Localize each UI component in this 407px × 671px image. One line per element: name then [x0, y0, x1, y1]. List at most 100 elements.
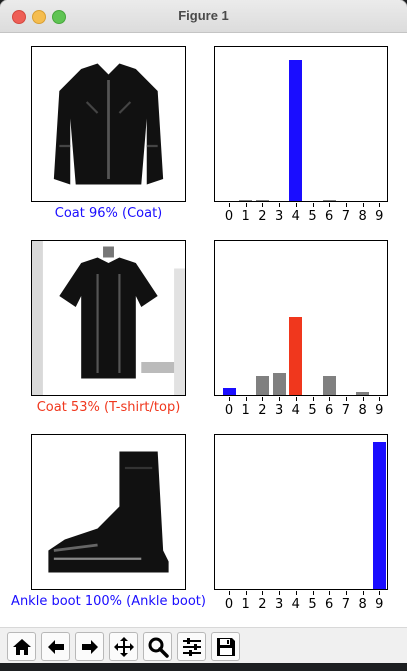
x-tick	[245, 203, 247, 207]
matplotlib-toolbar	[0, 627, 407, 663]
x-tick	[229, 397, 230, 401]
x-tick	[262, 203, 264, 207]
x-tick-label: 5	[308, 209, 317, 224]
x-tick-label: 1	[241, 209, 250, 224]
x-tick	[295, 203, 297, 207]
x-tick	[229, 203, 230, 207]
x-tick	[379, 591, 381, 595]
x-tick-label: 9	[375, 597, 384, 612]
x-tick	[245, 591, 247, 595]
x-tick-label: 4	[291, 209, 300, 224]
x-tick-label: 9	[375, 403, 384, 418]
x-tick	[345, 203, 347, 207]
x-tick-label: 7	[341, 597, 351, 612]
x-tick	[362, 397, 364, 401]
x-tick	[329, 203, 331, 207]
bar-1	[239, 199, 253, 201]
back-arrow-icon	[47, 639, 64, 654]
background-terminal-strip	[0, 663, 407, 671]
x-tick	[279, 591, 281, 595]
x-tick-label: 8	[358, 209, 367, 224]
x-tick-label: 5	[308, 597, 317, 612]
x-tick-label: 4	[291, 403, 300, 418]
configure-subplots-button[interactable]	[177, 632, 206, 661]
x-tick	[279, 397, 281, 401]
x-tick-label: 0	[224, 403, 234, 418]
zoom-button-toolbar[interactable]	[143, 632, 172, 661]
pan-move-icon	[113, 636, 134, 657]
save-button[interactable]	[211, 632, 240, 661]
title-bar[interactable]: Figure 1	[0, 0, 407, 33]
x-tick	[295, 591, 297, 595]
forward-arrow-icon	[81, 639, 98, 654]
x-tick	[229, 591, 230, 595]
x-tick	[362, 203, 364, 207]
pan-button[interactable]	[109, 632, 138, 661]
bar-0	[222, 387, 236, 395]
x-tick	[362, 591, 364, 595]
x-tick-label: 3	[274, 209, 284, 224]
home-button[interactable]	[7, 632, 36, 661]
x-tick-label: 0	[224, 209, 234, 224]
close-button[interactable]	[12, 10, 26, 24]
configure-subplots-icon	[182, 637, 201, 656]
bar-6	[322, 199, 336, 201]
x-tick	[345, 591, 347, 595]
x-tick-label: 3	[274, 597, 284, 612]
zoom-button[interactable]	[52, 10, 66, 24]
x-tick	[345, 397, 347, 401]
x-tick-label: 7	[341, 403, 351, 418]
x-tick	[262, 397, 264, 401]
x-tick-label: 5	[308, 403, 317, 418]
x-tick-label: 4	[291, 597, 300, 612]
image-tshirt	[31, 240, 186, 396]
x-tick-label: 1	[241, 597, 250, 612]
x-tick-label: 1	[241, 403, 250, 418]
x-tick-label: 3	[274, 403, 284, 418]
x-tick	[312, 591, 314, 595]
back-button[interactable]	[41, 632, 70, 661]
x-tick	[379, 397, 381, 401]
x-tick-label: 6	[325, 209, 334, 224]
bar-8	[356, 392, 370, 395]
x-tick-label: 2	[258, 597, 267, 612]
save-floppy-icon	[216, 637, 235, 656]
image-coat	[31, 46, 186, 202]
bar-3	[272, 373, 286, 395]
prediction-label-3: Ankle boot 100% (Ankle boot)	[11, 594, 206, 609]
x-tick	[312, 397, 314, 401]
prediction-label-2: Coat 53% (T-shirt/top)	[36, 400, 181, 415]
x-tick	[262, 591, 264, 595]
x-tick	[312, 203, 314, 207]
zoom-magnifier-icon	[148, 637, 169, 658]
x-tick	[329, 397, 331, 401]
x-tick-label: 6	[325, 403, 334, 418]
x-tick-label: 8	[358, 403, 367, 418]
bar-4	[289, 317, 303, 395]
bar-6	[322, 375, 336, 395]
minimize-button[interactable]	[32, 10, 46, 24]
bar-2	[255, 375, 269, 395]
x-tick	[329, 591, 331, 595]
x-tick	[245, 397, 247, 401]
bar-4	[289, 60, 303, 201]
image-ankle-boot	[31, 434, 186, 590]
x-tick	[295, 397, 297, 401]
x-tick-label: 6	[325, 597, 334, 612]
home-icon	[12, 638, 31, 655]
x-tick-label: 8	[358, 597, 367, 612]
x-tick-label: 2	[258, 403, 267, 418]
forward-button[interactable]	[75, 632, 104, 661]
prediction-label-1: Coat 96% (Coat)	[54, 206, 163, 221]
x-tick-label: 0	[224, 597, 234, 612]
window-title: Figure 1	[178, 8, 229, 23]
x-tick	[279, 203, 281, 207]
bar-9	[372, 442, 386, 589]
x-tick-label: 2	[258, 209, 267, 224]
bar-2	[255, 200, 269, 201]
